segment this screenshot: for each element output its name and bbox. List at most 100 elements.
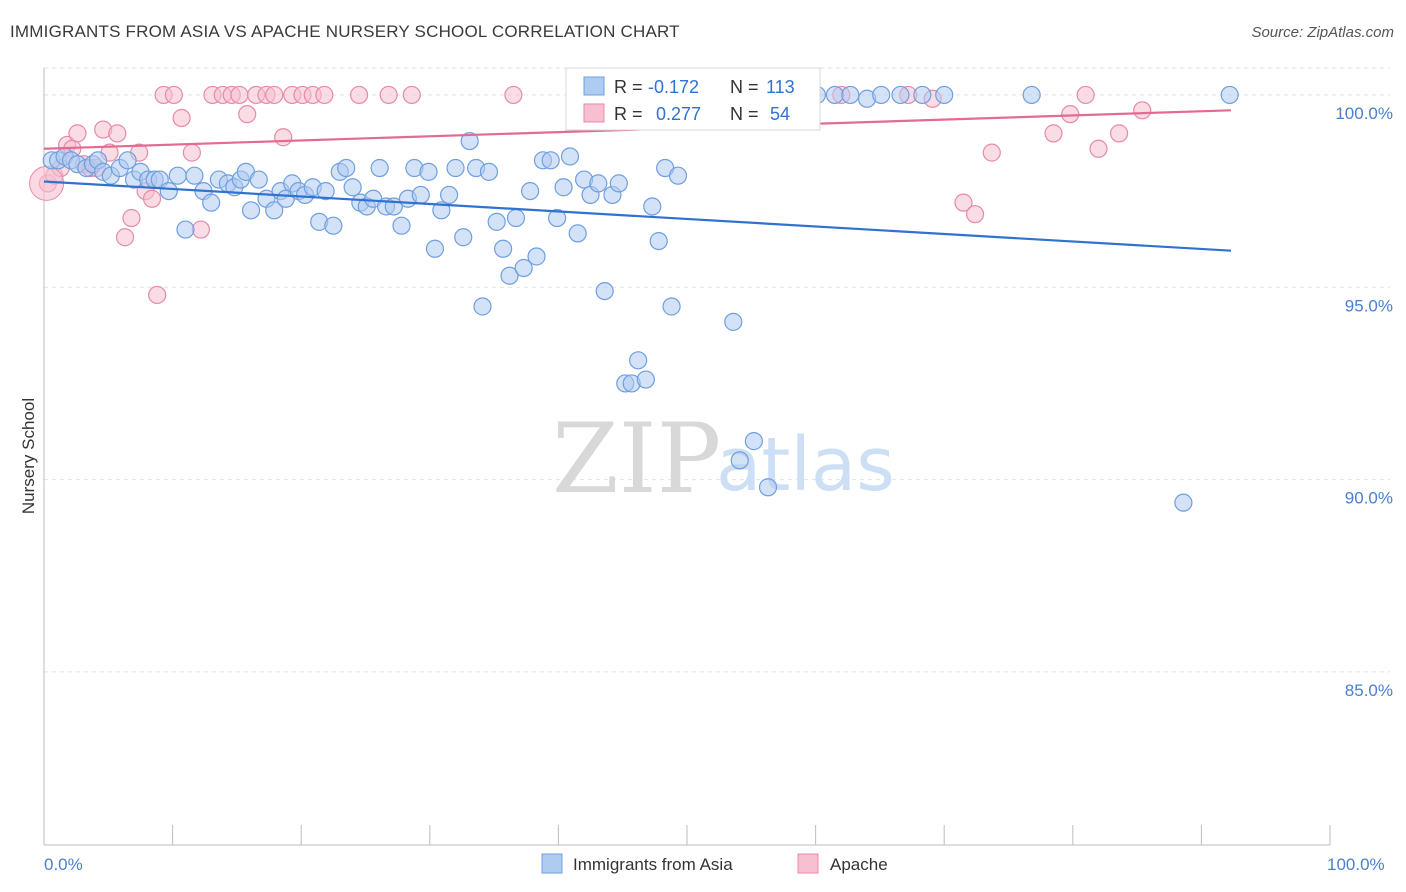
apache-point-49 <box>1061 105 1080 124</box>
asia-point-109 <box>913 85 932 105</box>
asia-point-91 <box>668 166 688 185</box>
apache-point-52 <box>1109 124 1129 143</box>
asia-point-104 <box>825 85 844 105</box>
stats-pink-n-value: 54 <box>770 104 790 124</box>
asia-point-50 <box>392 216 411 235</box>
apache-point-20 <box>172 108 191 128</box>
apache-point-13 <box>122 208 141 228</box>
apache-point-45 <box>954 193 973 212</box>
asia-point-58 <box>446 158 465 178</box>
y-tick-label-2: 90.0% <box>1345 489 1393 508</box>
asia-point-62 <box>473 297 492 316</box>
y-tick-labels: 100.0% 95.0% 90.0% 85.0% <box>1335 104 1393 700</box>
asia-point-112 <box>1174 493 1193 512</box>
apache-point-19 <box>164 85 183 105</box>
asia-point-29 <box>249 170 268 189</box>
stats-blue-r-value: -0.172 <box>648 77 699 97</box>
asia-point-28 <box>241 201 261 220</box>
apache-point-51 <box>1089 139 1108 158</box>
apache-point-53 <box>1133 101 1152 120</box>
gridlines <box>44 67 1390 673</box>
asia-point-17 <box>159 181 178 201</box>
asia-point-73 <box>548 208 567 228</box>
asia-point-54 <box>419 162 438 181</box>
apache-point-11 <box>108 124 127 143</box>
asia-point-11 <box>118 151 137 170</box>
asia-trend-line <box>43 180 1232 252</box>
asia-point-67 <box>506 208 526 228</box>
asia-point-85 <box>629 351 648 370</box>
stats-blue-n-label: N = <box>730 77 759 97</box>
asia-point-18 <box>168 166 187 185</box>
asia-point-39 <box>316 181 335 201</box>
asia-point-53 <box>411 185 430 205</box>
stats-legend: R = -0.172 N = 113 R = 0.277 N = 54 <box>565 67 821 131</box>
apache-point-27 <box>238 105 257 124</box>
asia-point-59 <box>454 228 473 247</box>
asia-point-96 <box>724 312 743 331</box>
asia-point-60 <box>460 131 479 151</box>
stats-pink-r-value: 0.277 <box>656 104 701 124</box>
asia-point-42 <box>337 158 356 178</box>
asia-point-68 <box>514 258 533 278</box>
y-tick-label-3: 85.0% <box>1345 681 1393 700</box>
y-tick-label-0: 100.0% <box>1335 104 1393 123</box>
stats-blue-r-label: R = <box>614 77 643 97</box>
apache-point-48 <box>1044 124 1063 143</box>
asia-point-65 <box>494 239 513 258</box>
y-axis-label: Nursery School <box>19 398 38 514</box>
x-tick-marks <box>172 825 1331 845</box>
x-tick-label-max: 100.0% <box>1327 855 1385 874</box>
asia-point-19 <box>176 220 195 239</box>
asia-point-22 <box>202 193 221 212</box>
apache-point-26 <box>230 85 249 105</box>
apache-point-35 <box>315 85 334 105</box>
asia-point-47 <box>370 158 389 178</box>
asia-point-64 <box>487 212 506 231</box>
asia-point-43 <box>343 178 362 197</box>
asia-point-105 <box>841 85 860 105</box>
asia-point-107 <box>872 85 891 105</box>
asia-point-31 <box>265 201 284 220</box>
legend-asia-swatch <box>541 853 563 874</box>
stats-blue-swatch <box>583 76 605 96</box>
apache-point-30 <box>265 85 284 105</box>
asia-point-88 <box>649 231 668 251</box>
stats-pink-r-label: R = <box>614 104 643 124</box>
asia-point-63 <box>479 162 499 181</box>
asia-point-79 <box>589 174 608 193</box>
asia-point-86 <box>636 370 655 389</box>
stats-pink-swatch <box>583 103 605 123</box>
chart-title: IMMIGRANTS FROM ASIA VS APACHE NURSERY S… <box>10 22 680 41</box>
apache-point-36 <box>349 85 369 105</box>
asia-point-113 <box>1220 85 1239 105</box>
apache-point-12 <box>115 228 135 247</box>
apache-point-21 <box>182 143 201 162</box>
apache-point-16 <box>142 189 162 208</box>
legend-asia-label: Immigrants from Asia <box>573 855 733 874</box>
source-credit: Source: ZipAtlas.com <box>1251 24 1394 41</box>
apache-point-39 <box>504 85 523 105</box>
bottom-legend: Immigrants from Asia Apache <box>541 853 888 874</box>
asia-point-69 <box>521 181 540 201</box>
asia-point-70 <box>527 247 546 266</box>
asia-point-99 <box>758 478 778 497</box>
apache-point-31 <box>274 128 293 147</box>
asia-point-98 <box>744 432 763 451</box>
apache-point-38 <box>402 85 421 105</box>
y-tick-label-1: 95.0% <box>1345 296 1393 315</box>
asia-point-90 <box>662 297 681 316</box>
stats-box-frame <box>565 67 821 131</box>
apache-point-50 <box>1076 85 1095 105</box>
asia-point-56 <box>432 201 451 220</box>
asia-point-108 <box>891 85 910 105</box>
asia-point-75 <box>560 147 580 166</box>
apache-point-47 <box>982 143 1001 162</box>
asia-point-110 <box>935 85 954 105</box>
asia-point-57 <box>439 185 459 205</box>
asia-point-82 <box>609 174 628 193</box>
asia-point-20 <box>185 166 204 185</box>
stats-blue-n-value: 113 <box>766 77 795 97</box>
watermark-zip: ZIP <box>552 403 721 515</box>
